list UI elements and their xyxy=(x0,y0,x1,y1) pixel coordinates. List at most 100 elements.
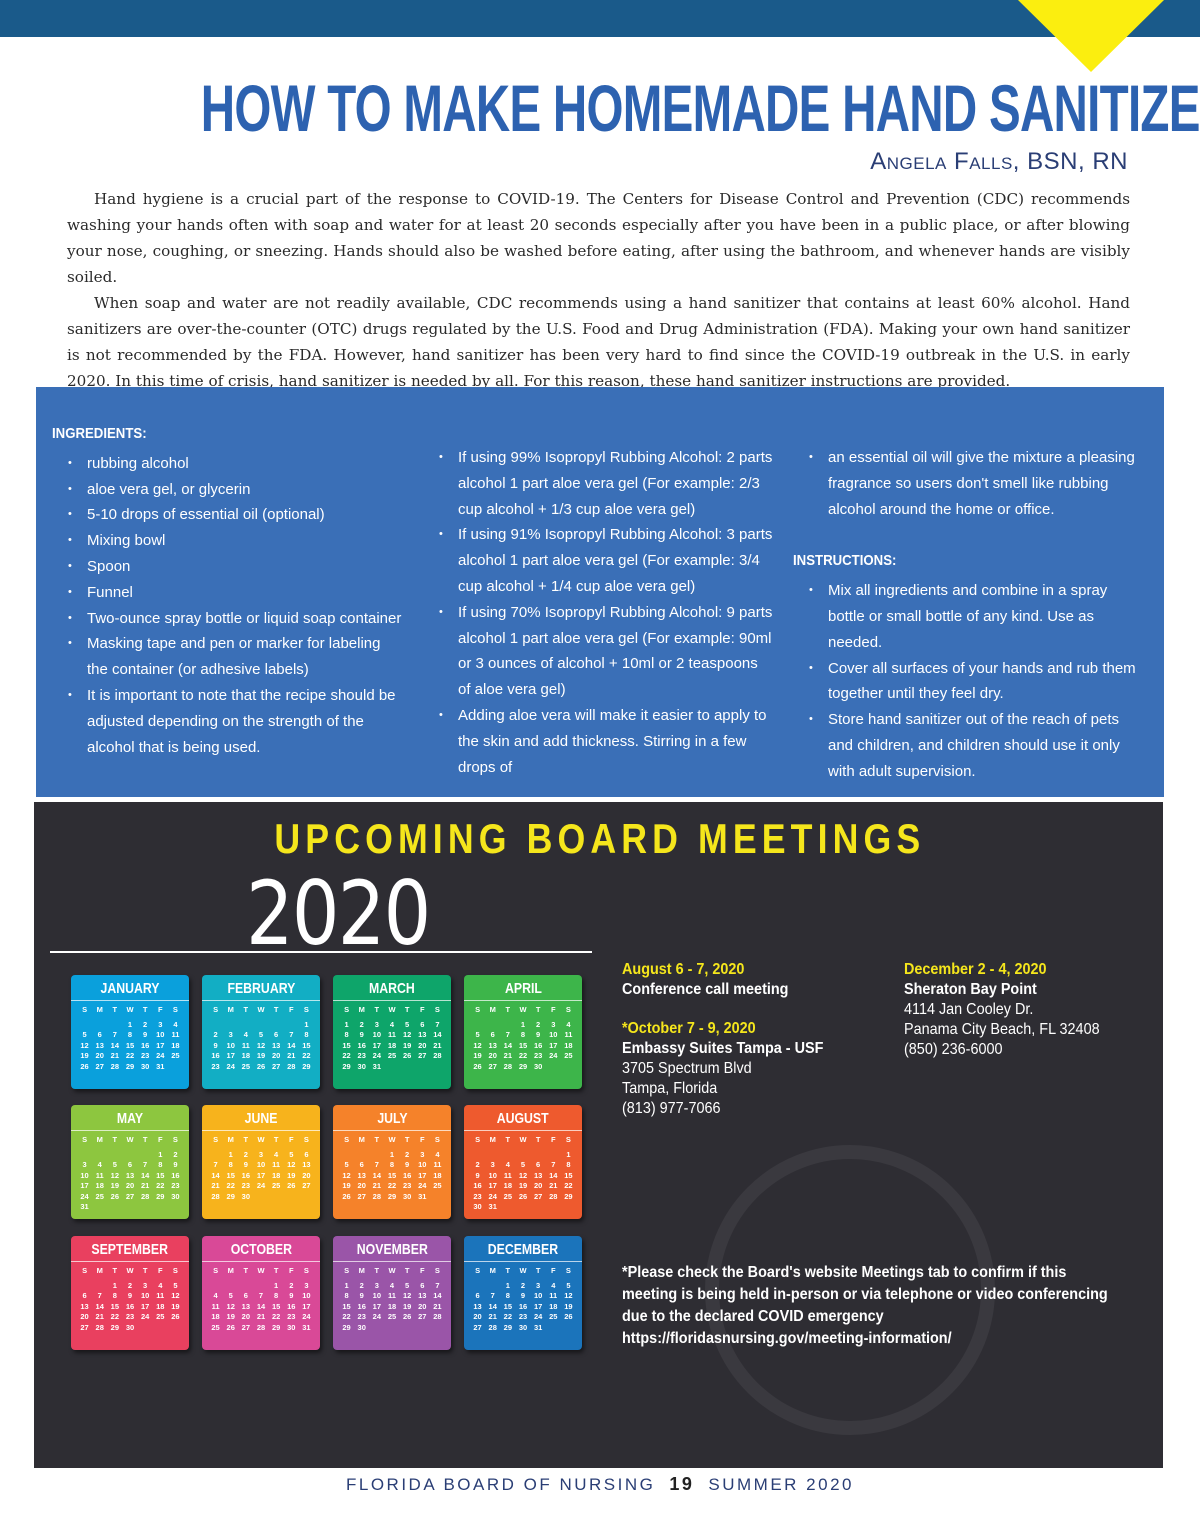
day-number: 2 xyxy=(213,1030,218,1039)
day-number: 16 xyxy=(241,1170,251,1180)
day-number: 10 xyxy=(140,1291,150,1300)
day-number: 18 xyxy=(95,1181,104,1190)
day-number: 8 xyxy=(304,1030,309,1039)
publication-name: FLORIDA BOARD OF NURSING xyxy=(345,1475,656,1494)
day-number: 15 xyxy=(503,1301,513,1311)
day-number: 9 xyxy=(243,1160,248,1169)
page-footer: FLORIDA BOARD OF NURSING 19 SUMMER 2020 xyxy=(0,1474,1200,1495)
meeting-venue: Sheraton Bay Point xyxy=(904,981,1037,998)
day-number: 29 xyxy=(110,1322,120,1332)
weekday-letter: T xyxy=(374,1005,380,1014)
day-number: 17 xyxy=(533,1301,543,1311)
calendar-august: AUGUST S M T W T F S 1 2 3 4 5 6 7 8 9 10 11 12 13 14 15 16 17 18… xyxy=(464,1105,582,1219)
day-number: 7 xyxy=(213,1160,218,1169)
day-number: 26 xyxy=(110,1191,120,1201)
day-number: 21 xyxy=(287,1051,296,1060)
weekday-letter: S xyxy=(213,1005,219,1014)
year-underline xyxy=(50,951,592,953)
day-number: 6 xyxy=(274,1030,279,1039)
weekday-letter: S xyxy=(172,1005,178,1014)
day-number: 14 xyxy=(110,1040,120,1050)
day-number: 9 xyxy=(289,1291,294,1300)
list-item: Mix all ingredients and combine in a spr… xyxy=(793,578,1143,655)
day-number: 10 xyxy=(372,1030,382,1039)
day-number: 5 xyxy=(173,1280,178,1290)
intro-paragraph: Hand hygiene is a crucial part of the re… xyxy=(67,190,1130,286)
day-number: 9 xyxy=(475,1170,480,1180)
list-item: rubbing alcohol xyxy=(52,451,402,477)
day-number: 13 xyxy=(95,1040,104,1050)
weekday-letter: M xyxy=(96,1135,103,1144)
day-number: 3 xyxy=(258,1149,264,1159)
weekday-letter: W xyxy=(388,1135,396,1144)
day-number: 9 xyxy=(359,1291,364,1300)
day-number: 9 xyxy=(173,1160,178,1169)
weekday-letter: F xyxy=(419,1266,425,1275)
day-number: 16 xyxy=(518,1301,528,1311)
day-number: 16 xyxy=(357,1040,366,1050)
day-number: 17 xyxy=(549,1040,558,1050)
day-number: 11 xyxy=(564,1030,573,1039)
day-number: 17 xyxy=(80,1181,89,1190)
day-number: 13 xyxy=(488,1040,497,1050)
day-number: 29 xyxy=(156,1191,165,1201)
day-number: 23 xyxy=(287,1312,296,1321)
day-number: 9 xyxy=(520,1291,526,1300)
day-number: 9 xyxy=(536,1030,541,1039)
day-number: 9 xyxy=(213,1040,218,1050)
day-number: 24 xyxy=(533,1312,543,1321)
day-number: 14 xyxy=(95,1301,104,1311)
day-number: 18 xyxy=(211,1312,220,1321)
day-number: 9 xyxy=(143,1030,148,1039)
day-number: 19 xyxy=(171,1301,180,1311)
day-number: 30 xyxy=(518,1322,528,1332)
weekday-letter: S xyxy=(565,1266,571,1275)
day-number: 30 xyxy=(125,1322,135,1332)
day-number: 20 xyxy=(418,1301,427,1311)
day-number: 29 xyxy=(518,1061,528,1071)
month-name: JUNE xyxy=(202,1105,320,1131)
day-number: 30 xyxy=(357,1322,366,1332)
day-number: 4 xyxy=(389,1280,395,1290)
day-number: 13 xyxy=(80,1301,89,1311)
list-item: If using 91% Isopropyl Rubbing Alcohol: … xyxy=(423,522,773,599)
day-number: 22 xyxy=(342,1051,351,1060)
calendar-february: FEBRUARY S M T W T F S 1 2 3 4 5 6 7 8 9 10 11 12 13 14 15 16 17… xyxy=(202,975,320,1089)
day-number: 30 xyxy=(140,1061,150,1071)
day-number: 31 xyxy=(302,1322,311,1332)
top-bar xyxy=(0,0,1200,37)
meeting-info-link[interactable]: https://floridasnursing.gov/meeting-info… xyxy=(622,1330,952,1347)
weekday-letter: F xyxy=(157,1266,163,1275)
day-number: 10 xyxy=(488,1170,497,1180)
day-number: 7 xyxy=(374,1160,379,1169)
day-number: 21 xyxy=(372,1181,382,1190)
day-number: 4 xyxy=(435,1149,440,1159)
weekday-letter: M xyxy=(227,1135,234,1144)
day-number: 13 xyxy=(271,1040,281,1050)
day-number: 2 xyxy=(520,1280,526,1290)
day-number: 15 xyxy=(387,1170,397,1180)
day-number: 23 xyxy=(140,1051,150,1060)
day-number: 6 xyxy=(97,1030,102,1039)
day-number: 2 xyxy=(289,1280,294,1290)
day-number: 23 xyxy=(211,1061,220,1071)
day-number: 22 xyxy=(387,1181,397,1190)
weekday-letter: S xyxy=(172,1266,178,1275)
list-item: Store hand sanitizer out of the reach of… xyxy=(793,707,1143,784)
day-number: 11 xyxy=(95,1170,104,1180)
day-number: 8 xyxy=(566,1160,571,1169)
day-number: 25 xyxy=(387,1312,397,1321)
day-number: 26 xyxy=(342,1191,351,1201)
day-number: 8 xyxy=(274,1291,279,1300)
day-number: 27 xyxy=(125,1191,135,1201)
weekday-letter: S xyxy=(434,1005,440,1014)
day-number: 15 xyxy=(156,1170,165,1180)
list-item: aloe vera gel, or glycerin xyxy=(52,477,402,503)
day-number: 3 xyxy=(374,1280,379,1290)
weekday-letter: T xyxy=(273,1005,279,1014)
weekday-letter: W xyxy=(257,1266,265,1275)
day-number: 16 xyxy=(140,1040,150,1050)
day-number: 16 xyxy=(473,1181,482,1190)
day-number: 5 xyxy=(112,1160,117,1169)
day-number: 13 xyxy=(473,1301,482,1311)
